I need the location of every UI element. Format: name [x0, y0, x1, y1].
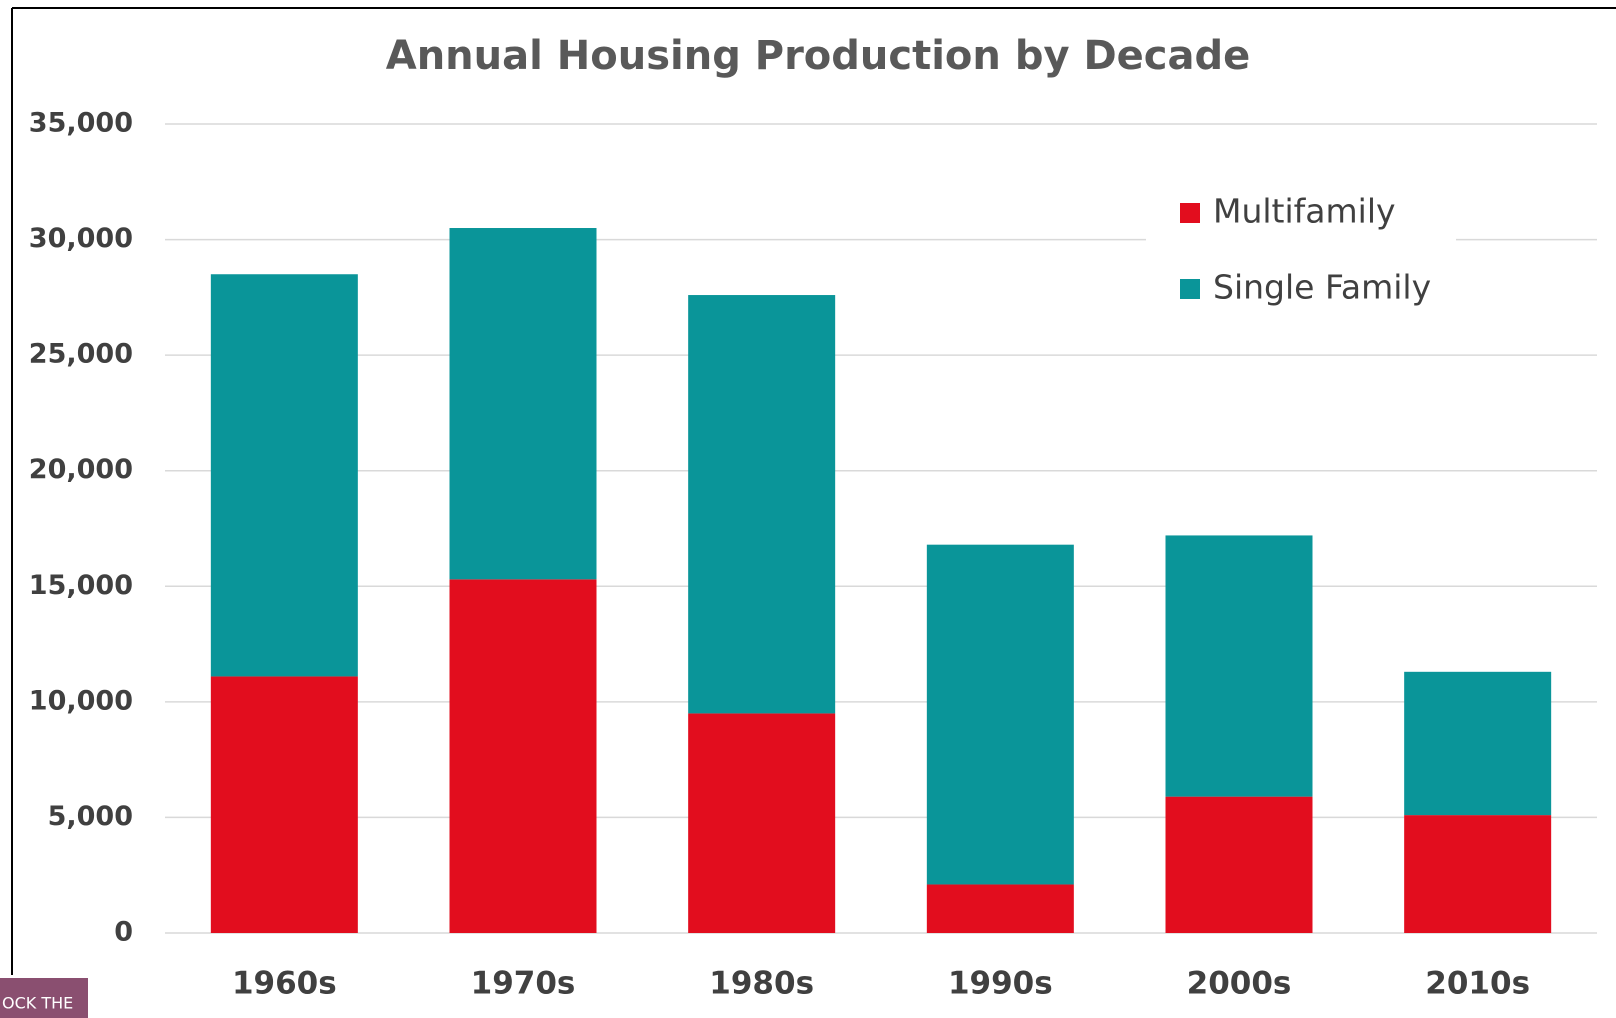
legend-swatch: [1180, 203, 1200, 223]
logo-text: OCK THE: [2, 994, 73, 1013]
x-tick-label: 1990s: [948, 966, 1053, 1002]
bar-segment: [1165, 796, 1313, 933]
y-tick-label: 20,000: [29, 454, 133, 485]
bar-segment: [688, 295, 836, 714]
y-tick-label: 5,000: [48, 801, 133, 832]
bar-segment: [1404, 815, 1552, 933]
y-tick-label: 30,000: [29, 223, 133, 254]
legend-label: Single Family: [1213, 268, 1431, 307]
bar-segment: [449, 228, 597, 580]
y-tick-label: 0: [114, 917, 133, 948]
bar-segment: [926, 544, 1074, 885]
chart-title: Annual Housing Production by Decade: [386, 33, 1251, 79]
x-tick-label: 1960s: [232, 966, 337, 1002]
y-tick-label: 25,000: [29, 339, 133, 370]
x-tick-label: 1970s: [471, 966, 576, 1002]
x-tick-label: 2000s: [1187, 966, 1292, 1002]
bar-segment: [210, 676, 358, 933]
x-tick-label: 1980s: [709, 966, 814, 1002]
bar-segment: [449, 579, 597, 933]
bar-segment: [1165, 535, 1313, 797]
legend-swatch: [1180, 279, 1200, 299]
bar-segment: [926, 884, 1074, 933]
bar-segment: [210, 274, 358, 677]
bar-segment: [1404, 671, 1552, 816]
x-tick-label: 2010s: [1425, 966, 1530, 1002]
y-tick-label: 10,000: [29, 685, 133, 716]
legend-label: Multifamily: [1213, 192, 1396, 231]
logo: [0, 978, 88, 1018]
bar-segment: [688, 713, 836, 933]
y-tick-label: 15,000: [29, 570, 133, 601]
y-tick-label: 35,000: [29, 108, 133, 139]
